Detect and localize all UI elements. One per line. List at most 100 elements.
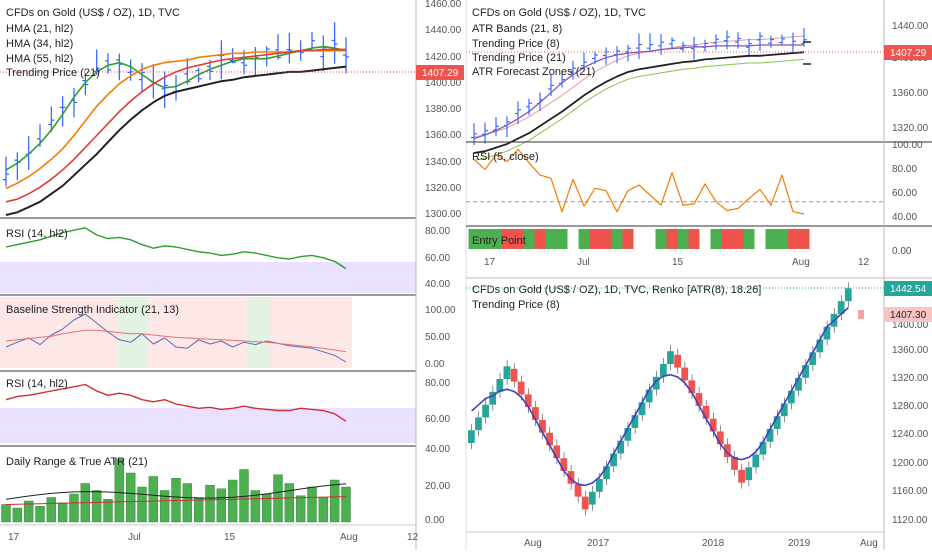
renko-brick-up <box>780 403 788 417</box>
renko-brick-down <box>695 393 703 406</box>
renko-brick-up <box>489 391 497 405</box>
tr-time-12: 12 <box>858 257 870 268</box>
entry-block <box>688 229 700 249</box>
legend-trending-price-21[interactable]: Trending Price (21) <box>6 67 100 79</box>
legend-hma55[interactable]: HMA (55, hl2) <box>6 53 73 65</box>
left-time-axis[interactable]: 17 Jul 15 Aug 12 <box>8 532 419 543</box>
tr-trending-price-21-line <box>473 51 805 154</box>
renko-brick-down <box>702 405 710 419</box>
daily-range-bar <box>69 493 79 523</box>
renko-brick-up <box>482 404 489 418</box>
renko-last-tag-box <box>884 307 932 322</box>
renko-brick-down <box>688 380 696 394</box>
legend-trending-price-21[interactable]: Trending Price (21) <box>472 52 566 64</box>
renko-time-aug-2: Aug <box>860 538 878 549</box>
tr-rsi-title[interactable]: RSI (5, close) <box>472 151 539 163</box>
rsi1-title[interactable]: RSI (14, hl2) <box>6 228 68 240</box>
tr-time-17: 17 <box>484 257 496 268</box>
renko-time-2017: 2017 <box>587 538 610 549</box>
entry-block <box>776 229 788 249</box>
entry-block <box>611 229 623 249</box>
renko-brick-down <box>510 368 518 382</box>
renko-brick-up <box>638 402 646 416</box>
renko-panel-plots <box>468 282 864 516</box>
renko-time-axis[interactable]: Aug 2017 2018 2019 Aug <box>524 538 878 549</box>
renko-brick-up <box>468 430 475 443</box>
daily-range-bar <box>159 490 170 523</box>
tr-tick-1360: 1360.00 <box>892 88 929 99</box>
bsi-tick-100: 100.00 <box>425 305 456 316</box>
tr-time-15: 15 <box>672 257 684 268</box>
legend-atr-forecast[interactable]: ATR Forecast Zones (21) <box>472 66 595 78</box>
left-price-tag: 1407.29 <box>416 65 464 80</box>
entry-block <box>732 229 744 249</box>
renko-brick-up <box>610 453 617 467</box>
renko-tick-1280: 1280.00 <box>892 401 929 412</box>
renko-brick-down <box>716 431 724 445</box>
entry-block <box>468 229 480 249</box>
bsi-green-zone-2 <box>248 297 270 368</box>
daily-range-bar <box>318 497 329 523</box>
renko-brick-down <box>524 394 532 408</box>
renko-brick-up <box>603 466 610 480</box>
tr-time-axis[interactable]: 17 Jul 15 Aug 12 <box>484 257 870 268</box>
renko-trending-price-line <box>471 306 849 487</box>
hma21-line <box>5 45 347 171</box>
left-price-axis[interactable]: 1460.00 1440.00 1420.00 1400.00 1380.00 … <box>425 0 462 526</box>
daily-range-bar <box>307 486 317 523</box>
top-right-panel-plots: Entry Point <box>466 28 884 249</box>
tr-time-jul: Jul <box>577 257 590 268</box>
rsi1-tick-40: 40.00 <box>425 279 450 290</box>
renko-tick-1160: 1160.00 <box>892 486 928 497</box>
renko-brick-up <box>624 427 632 441</box>
renko-brick-up <box>802 365 809 378</box>
renko-brick-down <box>539 419 546 433</box>
true-atr-line <box>5 483 347 500</box>
renko-time-aug: Aug <box>524 538 542 549</box>
legend-trending-price-8[interactable]: Trending Price (8) <box>472 38 560 50</box>
renko-last-tag: 1407.30 <box>884 307 932 322</box>
renko-price-axis[interactable]: 1400.00 1360.00 1320.00 1280.00 1240.00 … <box>892 320 929 526</box>
tr-time-aug: Aug <box>792 257 810 268</box>
renko-brick-down <box>738 469 745 483</box>
legend-atr-bands[interactable]: ATR Bands (21, 8) <box>472 23 562 35</box>
entry-block <box>622 229 634 249</box>
renko-brick-up <box>745 467 753 481</box>
tr-rsi-line <box>473 148 805 215</box>
atr-band-lower <box>473 58 805 161</box>
tr-tick-1440: 1440.00 <box>892 21 929 32</box>
renko-brick-down <box>517 381 525 395</box>
entry-block <box>545 229 557 249</box>
rsi1-tick-60: 60.00 <box>425 253 450 264</box>
rsi2-tick-80: 80.00 <box>425 378 450 389</box>
daily-range-title[interactable]: Daily Range & True ATR (21) <box>6 456 148 468</box>
legend-hma21[interactable]: HMA (21, hl2) <box>6 23 73 35</box>
tr-price-legend: CFDs on Gold (US$ / OZ), 1D, TVC ATR Ban… <box>472 7 646 78</box>
left-tick-1300: 1300.00 <box>425 209 462 220</box>
renko-brick-up <box>844 288 852 302</box>
left-time-12: 12 <box>407 532 419 543</box>
legend-hma34[interactable]: HMA (34, hl2) <box>6 38 73 50</box>
daily-range-bar <box>23 500 34 523</box>
legend-renko-trending-price[interactable]: Trending Price (8) <box>472 299 560 311</box>
tr-rsi-tick-60: 60.00 <box>892 188 917 199</box>
left-tick-1340: 1340.00 <box>425 157 462 168</box>
bsi-title[interactable]: Baseline Strength Indicator (21, 13) <box>6 304 179 316</box>
entry-block <box>501 229 513 249</box>
rsi1-tick-80: 80.00 <box>425 226 450 237</box>
renko-brick-up <box>617 440 625 454</box>
renko-brick-up <box>503 366 511 380</box>
left-price-tag-text: 1407.29 <box>422 68 459 79</box>
renko-brick-down <box>567 471 575 484</box>
daily-range-bar <box>216 488 227 523</box>
renko-brick-up <box>596 479 603 492</box>
renko-brick-up <box>788 390 795 404</box>
daily-range-avg-line <box>5 496 347 505</box>
renko-brick-down <box>731 457 738 470</box>
tr-chart-title: CFDs on Gold (US$ / OZ), 1D, TVC <box>472 7 646 19</box>
renko-brick-down <box>546 432 553 446</box>
left-tick-1420: 1420.00 <box>425 52 462 63</box>
daily-range-bar <box>125 472 136 523</box>
daily-range-bar <box>329 479 340 523</box>
rsi2-title[interactable]: RSI (14, hl2) <box>6 378 68 390</box>
